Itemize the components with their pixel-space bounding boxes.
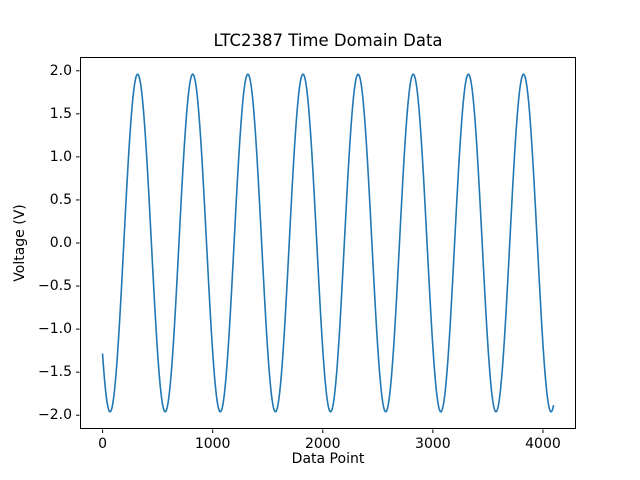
axes-frame xyxy=(80,57,576,429)
y-tick-label: 1.0 xyxy=(49,148,72,165)
y-axis-label: Voltage (V) xyxy=(12,204,28,282)
x-tick-label: 4000 xyxy=(525,436,561,452)
axis-tick-marks xyxy=(76,70,544,433)
chart-title: LTC2387 Time Domain Data xyxy=(213,31,443,50)
y-tick-label: 1.5 xyxy=(49,105,72,122)
waveform-line xyxy=(101,73,555,413)
y-tick-label: −1.0 xyxy=(38,321,72,338)
y-tick-label: 2.0 xyxy=(49,62,72,79)
y-tick-label: −1.5 xyxy=(38,364,72,381)
x-axis-label: Data Point xyxy=(291,451,365,467)
x-tick-label: 0 xyxy=(98,436,108,452)
x-tick-label: 2000 xyxy=(304,436,341,452)
y-tick-label: 0.5 xyxy=(49,191,72,208)
y-tick-label: −0.5 xyxy=(38,278,72,295)
y-tick-label: −2.0 xyxy=(38,407,72,424)
x-tick-label: 3000 xyxy=(415,436,451,452)
y-tick-label: 0.0 xyxy=(49,235,72,251)
x-tick-label: 1000 xyxy=(194,436,231,452)
